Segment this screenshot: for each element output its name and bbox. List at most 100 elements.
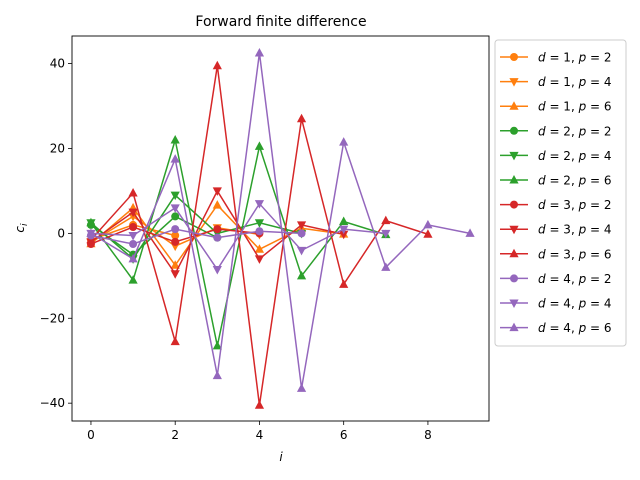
legend-marker bbox=[509, 322, 519, 332]
legend-label: d = 3, p = 6 bbox=[538, 247, 612, 261]
y-tick-label: 0 bbox=[57, 226, 65, 240]
data-point bbox=[170, 270, 180, 279]
plot-frame bbox=[71, 35, 490, 422]
data-point bbox=[86, 217, 96, 227]
data-point bbox=[296, 113, 307, 123]
legend-marker bbox=[510, 126, 518, 135]
legend-label: d = 3, p = 4 bbox=[538, 223, 612, 237]
data-point bbox=[212, 370, 222, 380]
y-tick-label: 20 bbox=[50, 141, 65, 155]
data-point bbox=[171, 212, 180, 221]
data-point bbox=[381, 215, 391, 225]
legend-item: d = 4, p = 2 bbox=[500, 272, 612, 286]
y-tick-label: 40 bbox=[50, 57, 65, 71]
x-axis: 0 2 4 6 8 bbox=[87, 421, 432, 442]
series-11 bbox=[86, 200, 391, 275]
data-point bbox=[212, 200, 222, 209]
data-point bbox=[381, 262, 391, 271]
legend: d = 1, p = 2 d = 1, p = 4 d = 1, p = 6 d = … bbox=[494, 39, 627, 347]
legend-item: d = 2, p = 2 bbox=[500, 124, 612, 138]
data-point bbox=[170, 336, 180, 346]
data-point bbox=[170, 260, 180, 269]
legend-item: d = 1, p = 4 bbox=[500, 75, 612, 89]
legend-label: d = 4, p = 2 bbox=[538, 272, 612, 286]
legend-label: d = 2, p = 6 bbox=[538, 174, 612, 188]
legend-item: d = 4, p = 6 bbox=[500, 321, 612, 335]
data-point bbox=[213, 233, 222, 242]
data-point bbox=[254, 400, 265, 409]
series-line bbox=[90, 139, 387, 347]
legend-marker bbox=[510, 53, 518, 61]
y-tick-label: −40 bbox=[40, 396, 65, 410]
y-axis: −40 −20 0 20 40 bbox=[40, 57, 72, 410]
legend-marker bbox=[509, 101, 519, 110]
data-point bbox=[339, 230, 349, 240]
series-line bbox=[90, 228, 302, 245]
data-point bbox=[254, 141, 265, 150]
legend-label: d = 1, p = 2 bbox=[538, 51, 612, 65]
legend-marker bbox=[509, 299, 519, 308]
y-tick-label: −20 bbox=[40, 311, 65, 325]
series-12 bbox=[86, 47, 475, 392]
series-9 bbox=[86, 60, 433, 409]
data-point bbox=[128, 275, 138, 284]
data-point bbox=[339, 279, 349, 288]
legend-marker bbox=[509, 248, 519, 258]
data-point bbox=[171, 225, 180, 234]
legend-marker bbox=[509, 225, 519, 235]
data-point bbox=[296, 383, 307, 392]
data-point bbox=[254, 47, 265, 57]
data-point bbox=[212, 187, 222, 196]
legend-marker bbox=[509, 151, 519, 161]
data-point bbox=[212, 60, 222, 70]
legend-label: d = 4, p = 6 bbox=[538, 321, 612, 335]
data-point bbox=[296, 246, 307, 256]
data-point bbox=[423, 229, 433, 238]
series-10 bbox=[86, 225, 306, 248]
data-point bbox=[296, 270, 307, 280]
data-point bbox=[254, 219, 265, 228]
series-7 bbox=[86, 223, 264, 248]
data-point bbox=[213, 225, 222, 234]
y-axis-label-subscript: i bbox=[20, 223, 30, 226]
data-point bbox=[254, 244, 265, 253]
data-point bbox=[339, 137, 349, 146]
legend-label: d = 1, p = 4 bbox=[538, 75, 612, 89]
data-point bbox=[339, 216, 349, 225]
legend-marker bbox=[509, 175, 519, 184]
legend-item: d = 2, p = 4 bbox=[500, 149, 612, 163]
data-point bbox=[297, 229, 306, 238]
x-tick-label: 0 bbox=[87, 428, 95, 442]
x-tick-label: 4 bbox=[256, 428, 264, 442]
data-point bbox=[296, 221, 307, 230]
series-line bbox=[90, 202, 386, 271]
legend-item: d = 1, p = 6 bbox=[500, 100, 612, 114]
data-point bbox=[129, 223, 138, 232]
y-axis-label: ci bbox=[13, 223, 30, 233]
series-layer bbox=[86, 47, 475, 409]
legend-item: d = 4, p = 4 bbox=[500, 297, 612, 311]
series-line bbox=[90, 52, 471, 389]
x-tick-label: 2 bbox=[171, 428, 179, 442]
legend-label: d = 3, p = 2 bbox=[538, 198, 612, 212]
data-point bbox=[423, 219, 433, 229]
series-line bbox=[90, 194, 302, 260]
legend-item: d = 3, p = 2 bbox=[500, 198, 612, 212]
legend-label: d = 2, p = 4 bbox=[538, 149, 612, 163]
data-point bbox=[171, 237, 180, 246]
legend-marker bbox=[510, 200, 518, 209]
data-point bbox=[128, 253, 138, 263]
data-point bbox=[171, 231, 180, 240]
legend-marker bbox=[510, 274, 518, 283]
x-tick-label: 8 bbox=[424, 428, 432, 442]
legend-item: d = 2, p = 6 bbox=[500, 174, 612, 188]
data-point bbox=[255, 227, 264, 236]
data-point bbox=[128, 232, 138, 241]
data-point bbox=[254, 255, 265, 264]
data-point bbox=[170, 191, 180, 201]
legend-item: d = 3, p = 6 bbox=[500, 247, 612, 261]
data-point bbox=[129, 239, 138, 248]
chart-title: Forward finite difference bbox=[195, 14, 366, 30]
data-point bbox=[128, 188, 138, 197]
